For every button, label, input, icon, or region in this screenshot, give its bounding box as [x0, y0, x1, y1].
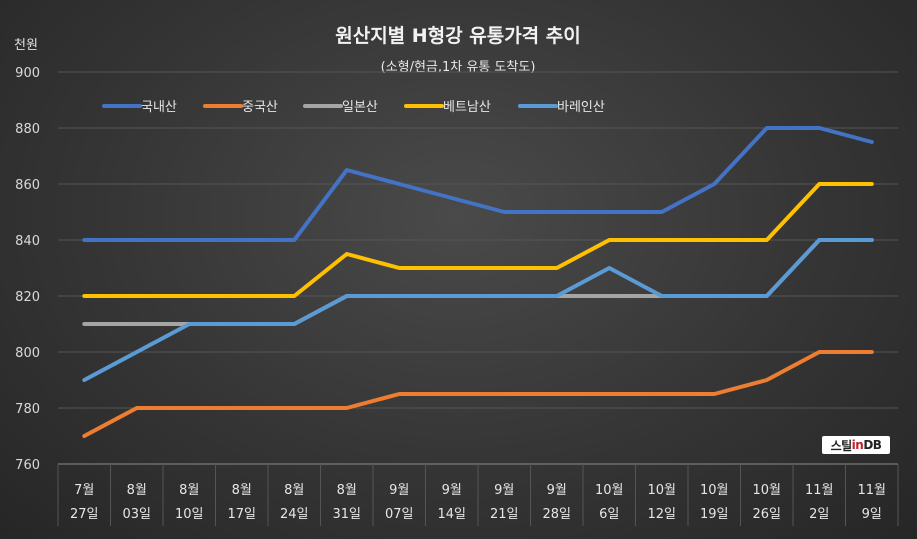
y-tick-label: 760 — [15, 458, 40, 473]
x-tick-label-day: 24일 — [280, 507, 309, 522]
legend: 국내산 중국산 일본산 베트남산 바레인산 — [102, 100, 605, 115]
chart-subtitle: (소형/현금,1차 유통 도착도) — [381, 60, 536, 75]
x-tick-label-day: 6일 — [599, 507, 619, 522]
x-tick-labels: 7월 27일 8월 03일 8월 10일 8월 17일 8월 24일 8월 31일 9월 07일 9월 14일… — [70, 483, 886, 522]
x-tick-label-month: 9월 — [494, 483, 514, 498]
series-line-중국산 — [82, 350, 874, 438]
watermark-logo: 스틸 in DB — [822, 436, 890, 454]
x-tick-label-day: 10일 — [175, 507, 204, 522]
x-tick-label-month: 10월 — [700, 483, 729, 498]
legend-label: 중국산 — [242, 100, 278, 115]
x-tick-label-month: 10월 — [647, 483, 676, 498]
x-tick-label-day: 2일 — [809, 507, 829, 522]
legend-label: 국내산 — [141, 100, 177, 115]
x-tick-label-day: 27일 — [70, 507, 99, 522]
y-tick-label: 900 — [15, 66, 40, 81]
watermark-accent: in — [851, 438, 864, 452]
x-tick-label-month: 8월 — [337, 483, 357, 498]
y-tick-labels: 760 780 800 820 840 860 880 900 — [15, 66, 40, 473]
grid-layer — [57, 71, 899, 526]
x-tick-label-month: 8월 — [179, 483, 199, 498]
x-tick-label-month: 8월 — [284, 483, 304, 498]
x-tick-label-day: 19일 — [700, 507, 729, 522]
x-tick-label-day: 12일 — [647, 507, 676, 522]
y-tick-label: 820 — [15, 290, 40, 305]
x-tick-label-day: 14일 — [437, 507, 466, 522]
series-line-바레인산 — [82, 238, 874, 382]
watermark-prefix: 스틸 — [830, 438, 853, 453]
x-tick-label-month: 9월 — [442, 483, 462, 498]
x-tick-label-day: 28일 — [542, 507, 571, 522]
y-tick-label: 840 — [15, 234, 40, 249]
y-tick-label: 800 — [15, 346, 40, 361]
series-line-일본산 — [82, 238, 874, 326]
x-tick-label-day: 07일 — [385, 507, 414, 522]
x-tick-label-day: 26일 — [752, 507, 781, 522]
series-line-국내산 — [82, 126, 874, 242]
x-tick-label-month: 9월 — [547, 483, 567, 498]
x-tick-label-day: 03일 — [122, 507, 151, 522]
legend-label: 바레인산 — [557, 100, 605, 115]
legend-label: 베트남산 — [443, 100, 491, 115]
x-tick-label-day: 17일 — [227, 507, 256, 522]
series-layer — [82, 126, 874, 438]
x-tick-label-day: 31일 — [332, 507, 361, 522]
series-line-베트남산 — [82, 182, 874, 298]
x-tick-label-month: 7월 — [74, 483, 94, 498]
x-tick-label-month: 10월 — [595, 483, 624, 498]
x-tick-label-month: 11월 — [805, 483, 834, 498]
x-tick-label-month: 8월 — [232, 483, 252, 498]
x-tick-label-month: 8월 — [127, 483, 147, 498]
x-tick-label-month: 9월 — [389, 483, 409, 498]
x-tick-label-day: 21일 — [490, 507, 519, 522]
watermark-suffix: DB — [863, 438, 882, 452]
legend-label: 일본산 — [342, 100, 378, 115]
y-tick-label: 780 — [15, 402, 40, 417]
y-tick-label: 880 — [15, 122, 40, 137]
x-tick-label-month: 10월 — [752, 483, 781, 498]
y-axis-unit: 천원 — [14, 38, 38, 53]
x-tick-label-day: 9일 — [862, 507, 882, 522]
chart-title: 원산지별 H형강 유통가격 추이 — [335, 25, 581, 47]
x-tick-label-month: 11월 — [857, 483, 886, 498]
y-tick-label: 860 — [15, 178, 40, 193]
